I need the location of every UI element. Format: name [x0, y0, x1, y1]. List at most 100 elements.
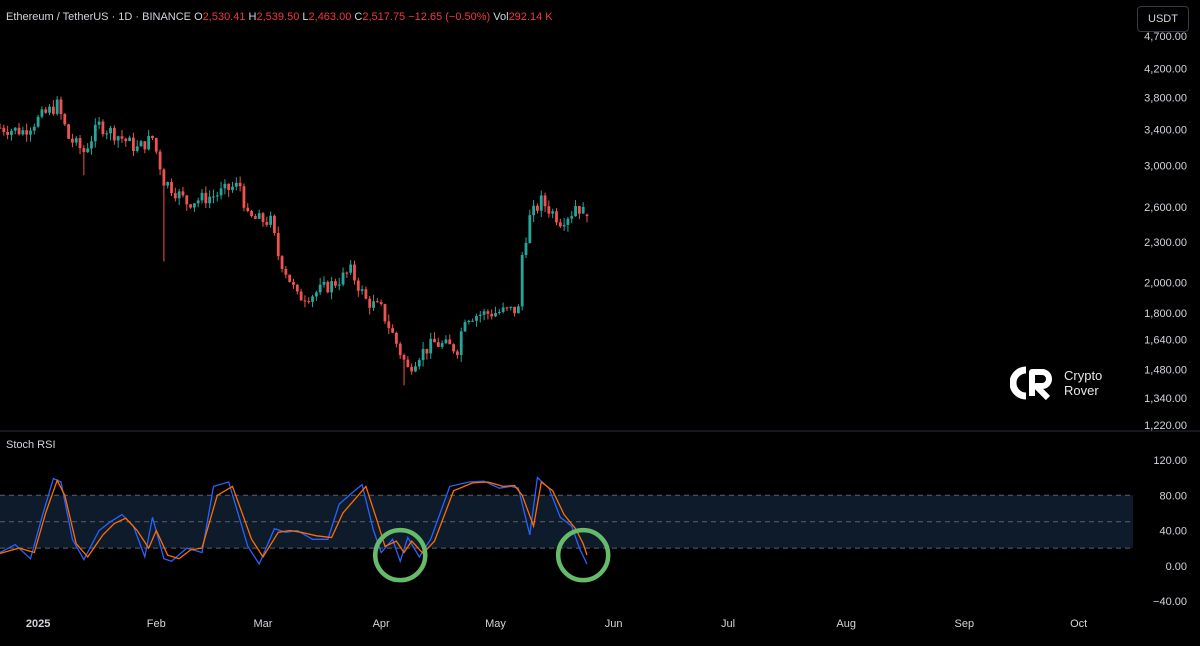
candle-body [284, 268, 288, 275]
price-tick-label: 2,300.00 [1144, 237, 1187, 249]
candle-body [334, 281, 337, 286]
candle-body [444, 339, 448, 344]
candle-body [364, 289, 368, 299]
stoch-k-line [0, 476, 588, 566]
candle-body [303, 300, 307, 302]
candle-body [395, 332, 398, 344]
crypto-rover-logo-icon [1010, 366, 1052, 400]
time-tick-label: Mar [254, 618, 273, 630]
price-tick-label: 1,640.00 [1144, 335, 1187, 347]
candle-body [112, 127, 116, 141]
candle-body [421, 348, 425, 361]
candle-body [189, 204, 192, 208]
candle-body [417, 360, 421, 367]
candle-body [433, 338, 436, 343]
candle-body [516, 306, 520, 314]
candle-body [551, 211, 555, 214]
watermark-logo: Crypto Rover [1010, 366, 1102, 400]
stoch-d-line [0, 478, 588, 560]
candle-body [475, 315, 478, 321]
candle-body [166, 182, 170, 186]
candle-body [375, 301, 379, 303]
candle-body [467, 320, 471, 323]
candle-body [147, 135, 151, 150]
candle-body [391, 328, 394, 333]
price-tick-label: 1,220.00 [1144, 420, 1187, 432]
candle-body [349, 264, 353, 273]
candle-body [215, 195, 219, 197]
candle-body [158, 151, 162, 170]
candle-body [471, 320, 475, 322]
time-tick-label: Feb [147, 618, 166, 630]
close-value: 2,517.75 [362, 11, 406, 23]
candle-body [86, 148, 90, 153]
candle-body [177, 191, 181, 199]
candle-body [520, 254, 524, 307]
candle-body [124, 138, 128, 142]
candle-body [36, 116, 40, 127]
price-tick-label: 3,800.00 [1144, 92, 1187, 104]
price-axis: 4,700.00 4,200.00 3,800.00 3,400.00 3,000.00… [1144, 31, 1187, 432]
candle-body [151, 135, 154, 139]
candle-body [120, 136, 124, 139]
candle-body [448, 339, 452, 345]
candle-body [97, 121, 101, 125]
stoch-tick-label: 120.00 [1153, 455, 1187, 467]
price-tick-label: 2,000.00 [1144, 277, 1187, 289]
candle-body [292, 282, 295, 285]
candle-body [402, 355, 406, 360]
candle-body [547, 206, 551, 214]
candle-body [311, 296, 314, 302]
symbol-title[interactable]: Ethereum / TetherUS · 1D · BINANCE [6, 11, 192, 23]
price-tick-label: 3,400.00 [1144, 124, 1187, 136]
close-label: C [354, 11, 363, 23]
candle-body [429, 338, 433, 354]
candle-body [48, 106, 51, 113]
candle-body [356, 280, 360, 291]
candle-body [212, 196, 215, 198]
candle-body [227, 183, 231, 190]
price-tick-label: 1,340.00 [1144, 393, 1187, 405]
candle-body [204, 192, 208, 204]
candle-body [185, 195, 189, 205]
price-tick-label: 1,800.00 [1144, 308, 1187, 320]
price-tick-label: 4,700.00 [1144, 31, 1187, 43]
candle-body [360, 289, 364, 291]
currency-button[interactable]: USDT [1137, 6, 1189, 32]
candle-body [528, 215, 532, 243]
volume-value: 292.14 K [508, 11, 553, 23]
candle-body [116, 136, 120, 141]
candle-body [574, 206, 577, 217]
time-tick-label: Sep [955, 618, 975, 630]
candle-body [139, 141, 143, 147]
indicator-title[interactable]: Stoch RSI [6, 439, 56, 451]
low-value: 2,463.00 [308, 11, 352, 23]
candle-body [566, 218, 570, 225]
candle-body [93, 124, 97, 142]
candle-body [253, 216, 257, 219]
candle-body [181, 191, 185, 196]
candle-body [17, 127, 21, 135]
time-tick-label: Apr [373, 618, 390, 630]
candle-body [242, 186, 246, 208]
candle-body [101, 121, 105, 135]
candle-body [261, 213, 265, 222]
candle-body [299, 291, 303, 301]
candle-body [78, 138, 82, 149]
candle-body [314, 292, 318, 297]
candle-body [513, 306, 516, 314]
candle-body [51, 106, 55, 114]
candle-body [71, 138, 74, 143]
high-value: 2,539.50 [256, 11, 300, 23]
candle-body [452, 344, 455, 352]
candle-body [440, 343, 444, 347]
candle-body [497, 311, 501, 313]
time-tick-label: Jun [605, 618, 623, 630]
stoch-tick-label: 80.00 [1159, 490, 1187, 502]
candle-body [524, 242, 528, 255]
candle-body [135, 146, 139, 152]
candle-body [406, 359, 410, 367]
candle-body [170, 182, 173, 194]
candle-body [109, 127, 112, 134]
